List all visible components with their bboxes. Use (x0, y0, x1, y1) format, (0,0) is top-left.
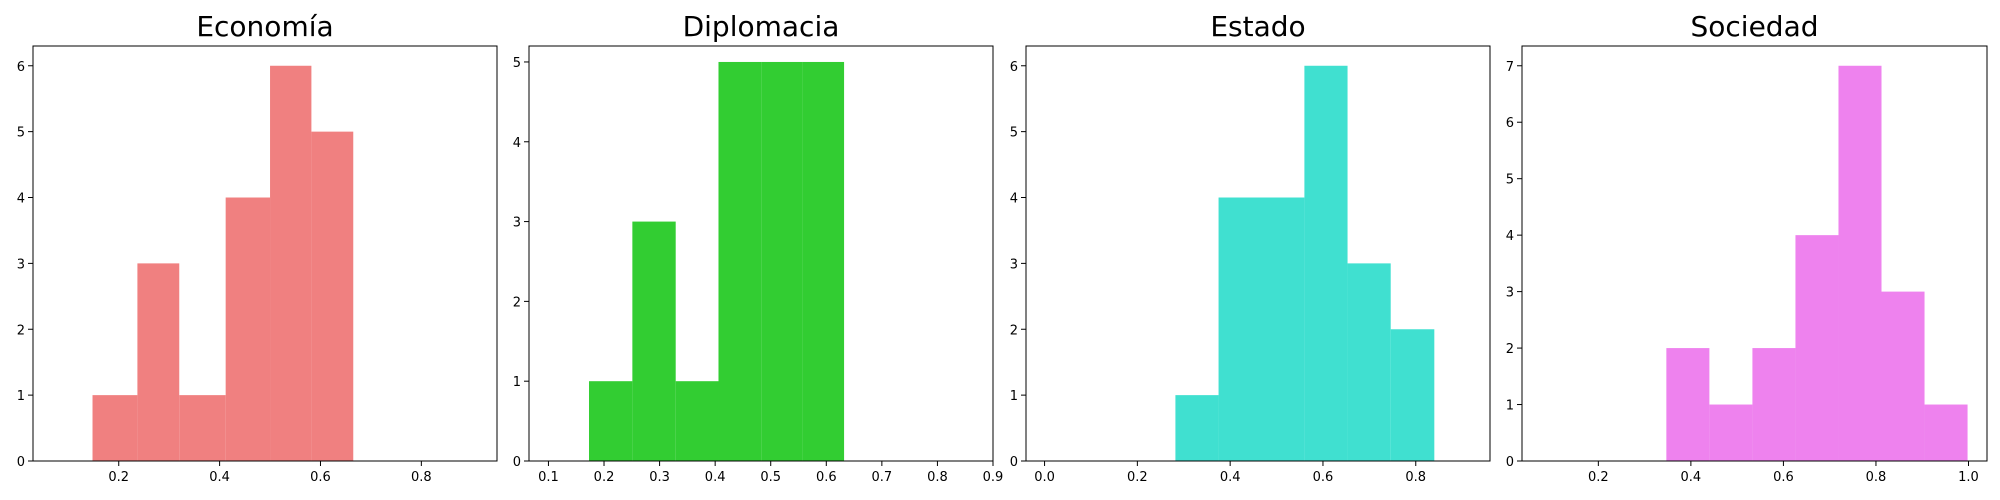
histogram-bar (1924, 404, 1968, 461)
chart-title: Sociedad (1690, 10, 1818, 43)
x-tick-label: 0.1 (538, 470, 559, 485)
x-tick-label: 0.4 (209, 470, 230, 485)
y-tick-label: 7 (1506, 60, 1514, 75)
x-tick-label: 0.2 (1127, 470, 1148, 485)
histogram-panel: 0.1 0.2 0.3 0.4 0.5 0.6 0.7 0.8 0.9 0 1 2 3 4 5 Diploma… (513, 10, 1004, 485)
histogram-bar (179, 395, 226, 461)
y-tick-label: 0 (1010, 455, 1018, 470)
histogram-bar (1838, 65, 1882, 461)
x-tick-label: 0.8 (411, 470, 432, 485)
x-tick-label: 0.2 (1588, 470, 1609, 485)
histogram-bar (718, 61, 762, 461)
chart-title: Economía (196, 10, 333, 43)
x-tick-label: 0.6 (816, 470, 837, 485)
x-tick-label: 0.8 (1405, 470, 1426, 485)
x-tick-label: 0.2 (108, 470, 129, 485)
y-tick-label: 6 (1010, 60, 1018, 75)
histogram-panel: 0.0 0.2 0.4 0.6 0.8 0 1 2 3 4 5 6 Estado (1010, 10, 1491, 485)
histogram-bar (632, 221, 676, 461)
histogram-bar (802, 61, 845, 461)
histogram-bar (1881, 291, 1925, 461)
histogram-panel: 0.2 0.4 0.6 0.8 1.0 0 1 2 3 4 5 6 7 Sociedad (1506, 10, 1988, 485)
x-tick-label: 0.4 (705, 470, 726, 485)
y-tick-label: 2 (513, 295, 521, 310)
y-tick-label: 3 (17, 257, 25, 272)
x-tick-label: 0.4 (1681, 470, 1702, 485)
histogram-bar (761, 61, 803, 461)
chart-title: Diplomacia (683, 10, 840, 43)
plot-frame (32, 45, 498, 462)
y-tick-label: 2 (1506, 342, 1514, 357)
plot-frame (528, 45, 994, 462)
histogram-bar (92, 395, 138, 461)
x-tick-label: 1.0 (1958, 470, 1979, 485)
histogram-bar (225, 197, 271, 461)
y-tick-label: 4 (1506, 229, 1514, 244)
x-tick-label: 0.6 (310, 470, 331, 485)
histogram-bar (311, 131, 354, 461)
histogram-bar (137, 263, 180, 461)
chart-title: Estado (1210, 10, 1305, 43)
histogram-bar (589, 381, 633, 461)
y-tick-label: 3 (1010, 257, 1018, 272)
y-tick-label: 3 (1506, 286, 1514, 301)
x-tick-label: 0.5 (760, 470, 781, 485)
histogram-bar (1666, 348, 1710, 461)
histogram-bar (270, 65, 312, 461)
y-tick-label: 5 (1506, 173, 1514, 188)
y-tick-label: 1 (17, 389, 25, 404)
y-tick-label: 3 (513, 216, 521, 231)
x-tick-label: 0.6 (1313, 470, 1334, 485)
x-tick-label: 0.3 (649, 470, 670, 485)
x-tick-label: 0.6 (1773, 470, 1794, 485)
histogram-bar (1304, 65, 1348, 461)
histogram-bar (675, 381, 719, 461)
histogram-bar (1752, 348, 1796, 461)
y-tick-label: 1 (1506, 399, 1514, 414)
histogram-bar (1795, 235, 1839, 461)
y-tick-label: 1 (1010, 389, 1018, 404)
x-tick-label: 0.2 (594, 470, 615, 485)
y-tick-label: 0 (17, 455, 25, 470)
histogram-bar (1347, 263, 1391, 461)
histogram-bar (1390, 329, 1435, 461)
y-tick-label: 5 (1010, 126, 1018, 141)
x-tick-label: 0.8 (1866, 470, 1887, 485)
histogram-bar (1709, 404, 1753, 461)
y-tick-label: 0 (513, 455, 521, 470)
y-tick-label: 5 (513, 56, 521, 71)
y-tick-label: 4 (1010, 192, 1018, 207)
histogram-bar (1175, 395, 1219, 461)
x-tick-label: 0.7 (872, 470, 893, 485)
x-tick-label: 0.8 (927, 470, 948, 485)
histogram-bar (1218, 197, 1305, 461)
x-tick-label: 0.9 (983, 470, 1004, 485)
y-tick-label: 2 (17, 323, 25, 338)
y-tick-label: 1 (513, 375, 521, 390)
y-tick-label: 6 (1506, 116, 1514, 131)
y-tick-label: 5 (17, 126, 25, 141)
histogram-panel: 0.2 0.4 0.6 0.8 0 1 2 3 4 5 6 Economía (17, 10, 498, 485)
y-tick-label: 4 (513, 136, 521, 151)
x-tick-label: 0.4 (1220, 470, 1241, 485)
y-tick-label: 0 (1506, 455, 1514, 470)
x-tick-label: 0.0 (1034, 470, 1055, 485)
plot-frame (1521, 45, 1988, 462)
plot-frame (1025, 45, 1491, 462)
y-tick-label: 2 (1010, 323, 1018, 338)
y-tick-label: 6 (17, 60, 25, 75)
y-tick-label: 4 (17, 192, 25, 207)
